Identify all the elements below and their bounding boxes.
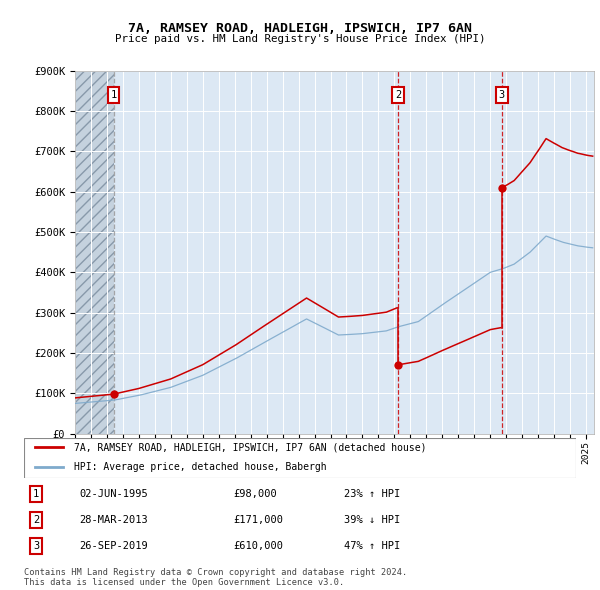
Text: HPI: Average price, detached house, Babergh: HPI: Average price, detached house, Babe…	[74, 463, 326, 473]
Text: 2: 2	[395, 90, 401, 100]
Text: 39% ↓ HPI: 39% ↓ HPI	[344, 515, 400, 525]
Text: 02-JUN-1995: 02-JUN-1995	[79, 489, 148, 499]
Text: Price paid vs. HM Land Registry's House Price Index (HPI): Price paid vs. HM Land Registry's House …	[115, 34, 485, 44]
Text: 3: 3	[33, 542, 39, 552]
Text: Contains HM Land Registry data © Crown copyright and database right 2024.
This d: Contains HM Land Registry data © Crown c…	[24, 568, 407, 587]
Text: £610,000: £610,000	[234, 542, 284, 552]
Text: 7A, RAMSEY ROAD, HADLEIGH, IPSWICH, IP7 6AN (detached house): 7A, RAMSEY ROAD, HADLEIGH, IPSWICH, IP7 …	[74, 442, 426, 453]
Text: 28-MAR-2013: 28-MAR-2013	[79, 515, 148, 525]
Text: 26-SEP-2019: 26-SEP-2019	[79, 542, 148, 552]
Text: 7A, RAMSEY ROAD, HADLEIGH, IPSWICH, IP7 6AN: 7A, RAMSEY ROAD, HADLEIGH, IPSWICH, IP7 …	[128, 22, 472, 35]
Bar	[75, 71, 113, 434]
Text: 1: 1	[33, 489, 39, 499]
Text: £171,000: £171,000	[234, 515, 284, 525]
Text: 2: 2	[33, 515, 39, 525]
Text: 1: 1	[110, 90, 117, 100]
Text: £98,000: £98,000	[234, 489, 278, 499]
Text: 47% ↑ HPI: 47% ↑ HPI	[344, 542, 400, 552]
Text: 3: 3	[499, 90, 505, 100]
Text: 23% ↑ HPI: 23% ↑ HPI	[344, 489, 400, 499]
